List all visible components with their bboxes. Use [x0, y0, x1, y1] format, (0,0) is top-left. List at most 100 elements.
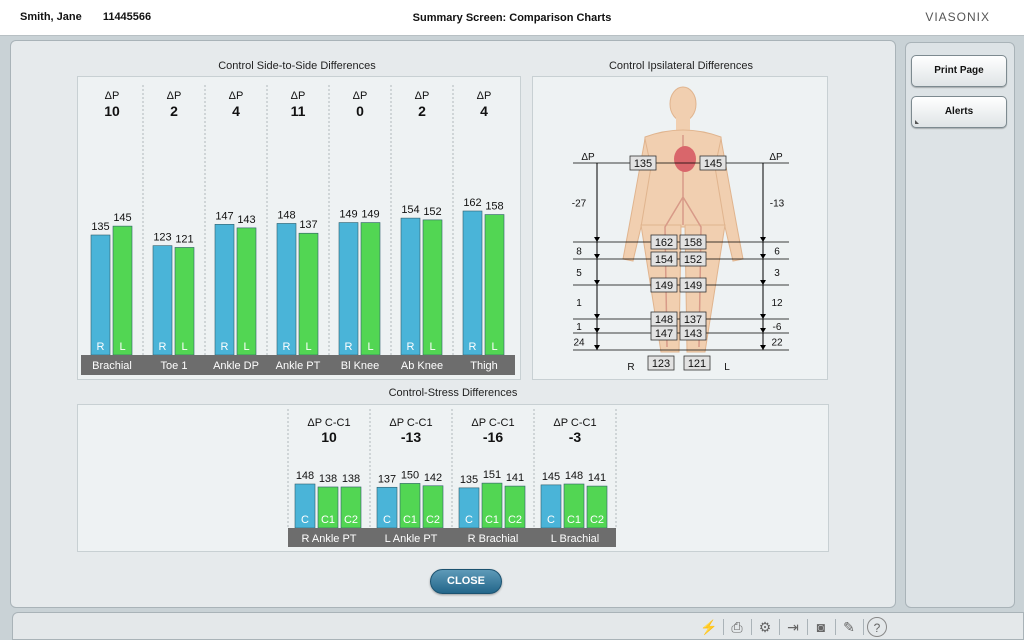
export-document-icon[interactable]: ⇥ [787, 619, 799, 635]
bar-series-label: R [283, 341, 291, 353]
right-pressure-value: 135 [634, 158, 652, 170]
bar-series-label: L [119, 341, 125, 353]
delta-value: 4 [232, 103, 240, 119]
left-delta-value: 3 [774, 268, 780, 279]
bar-r [90, 234, 111, 356]
print-page-label: Print Page [934, 65, 984, 76]
bar-value-label: 135 [460, 474, 478, 486]
arrowhead [594, 345, 600, 350]
bar-l [484, 214, 505, 356]
left-delta-value: 12 [771, 298, 783, 309]
right-pressure-value: 123 [652, 358, 670, 370]
left-pressure-value: 137 [684, 314, 702, 326]
delta-value: 0 [356, 103, 364, 119]
category-label: Ab Knee [401, 360, 443, 372]
right-pressure-box [650, 277, 678, 293]
bar-l [174, 247, 195, 356]
bar-value-label: 143 [237, 214, 255, 226]
brand-logo: VIASONIX [925, 10, 990, 24]
bar-series-label: R [221, 341, 229, 353]
ipsilateral-title: Control Ipsilateral Differences [608, 60, 754, 72]
right-delta-value: 8 [576, 247, 582, 258]
delta-value: 10 [321, 429, 337, 445]
delta-label-left: ΔP [769, 152, 783, 163]
left-pressure-box [679, 251, 707, 267]
delta-label: ΔP C-C1 [389, 417, 432, 429]
left-delta-value: 6 [774, 247, 780, 258]
arrowhead [594, 314, 600, 319]
help-icon[interactable]: ? [867, 617, 887, 637]
delta-value: 2 [170, 103, 178, 119]
bar-series-label: C2 [344, 514, 358, 526]
delta-label: ΔP C-C1 [307, 417, 350, 429]
bar-value-label: 147 [215, 210, 233, 222]
bar-series-label: C2 [508, 514, 522, 526]
bar-series-label: L [367, 341, 373, 353]
bar-r [152, 245, 173, 356]
left-pressure-value: 158 [684, 237, 702, 249]
arrowhead [760, 314, 766, 319]
right-pressure-value: 147 [655, 328, 673, 340]
bar-value-label: 152 [423, 206, 441, 218]
toolbar-divider [835, 619, 836, 635]
bar-value-label: 149 [361, 209, 379, 221]
bar-series-label: L [305, 341, 311, 353]
bar-series-label: R [469, 341, 477, 353]
arrowhead [594, 237, 600, 242]
category-label: L Ankle PT [385, 533, 438, 545]
category-label: Ankle DP [213, 360, 259, 372]
side-panel: Print Page Alerts [905, 42, 1015, 608]
title-bar: Smith, Jane 11445566 Summary Screen: Com… [0, 0, 1024, 36]
left-side-label: L [724, 362, 730, 373]
main-panel: Control Side-to-Side Differences ΔP 10 135… [10, 40, 896, 608]
stress-title: Control-Stress Differences [388, 387, 518, 399]
right-pressure-box [647, 355, 675, 371]
close-button[interactable]: CLOSE [430, 569, 502, 594]
doppler-probe-icon[interactable]: ⚡ [700, 619, 718, 635]
left-pressure-box [683, 355, 711, 371]
bar-r [400, 217, 421, 356]
delta-value: -13 [401, 429, 421, 445]
delta-value: 4 [480, 103, 488, 119]
bar-series-label: C1 [321, 514, 335, 526]
right-delta-value: 5 [576, 268, 582, 279]
left-pressure-value: 149 [684, 280, 702, 292]
bar-r [462, 210, 483, 356]
bar-value-label: 148 [296, 470, 314, 482]
bar-series-label: C2 [426, 514, 440, 526]
bottom-toolbar: ⚡ ⎙ ⚙ ⇥ ◙ ✎ ? [12, 612, 1024, 640]
arrowhead [760, 237, 766, 242]
right-side-label: R [627, 362, 634, 373]
toolbar-divider [779, 619, 780, 635]
left-delta-value: -6 [773, 322, 782, 333]
bar-value-label: 138 [319, 473, 337, 485]
report-edit-icon[interactable]: ✎ [843, 619, 855, 635]
camera-icon[interactable]: ◙ [816, 619, 826, 635]
alerts-button[interactable]: Alerts [911, 96, 1007, 128]
delta-label: ΔP C-C1 [471, 417, 514, 429]
printer-icon[interactable]: ⎙ [731, 619, 743, 635]
bar-value-label: 149 [339, 209, 357, 221]
bar-value-label: 150 [401, 469, 419, 481]
delta-label: ΔP [229, 90, 244, 102]
arrowhead [760, 280, 766, 285]
settings-gear-icon[interactable]: ⚙ [758, 619, 772, 635]
bar-l [422, 219, 443, 356]
right-pressure-value: 148 [655, 314, 673, 326]
bar-value-label: 145 [113, 212, 131, 224]
patient-id: 11445566 [102, 11, 152, 23]
side-to-side-title: Control Side-to-Side Differences [218, 60, 376, 72]
bar-series-label: C1 [403, 514, 417, 526]
left-pressure-box [679, 234, 707, 250]
print-page-button[interactable]: Print Page [911, 55, 1007, 87]
right-pressure-box [650, 325, 678, 341]
bar-value-label: 142 [424, 472, 442, 484]
bar-value-label: 148 [565, 470, 583, 482]
toolbar-divider [807, 619, 808, 635]
right-pressure-value: 154 [655, 254, 673, 266]
bar-series-label: L [429, 341, 435, 353]
delta-value: 2 [418, 103, 426, 119]
toolbar-divider [751, 619, 752, 635]
delta-value: 10 [104, 103, 120, 119]
arrowhead [594, 328, 600, 333]
